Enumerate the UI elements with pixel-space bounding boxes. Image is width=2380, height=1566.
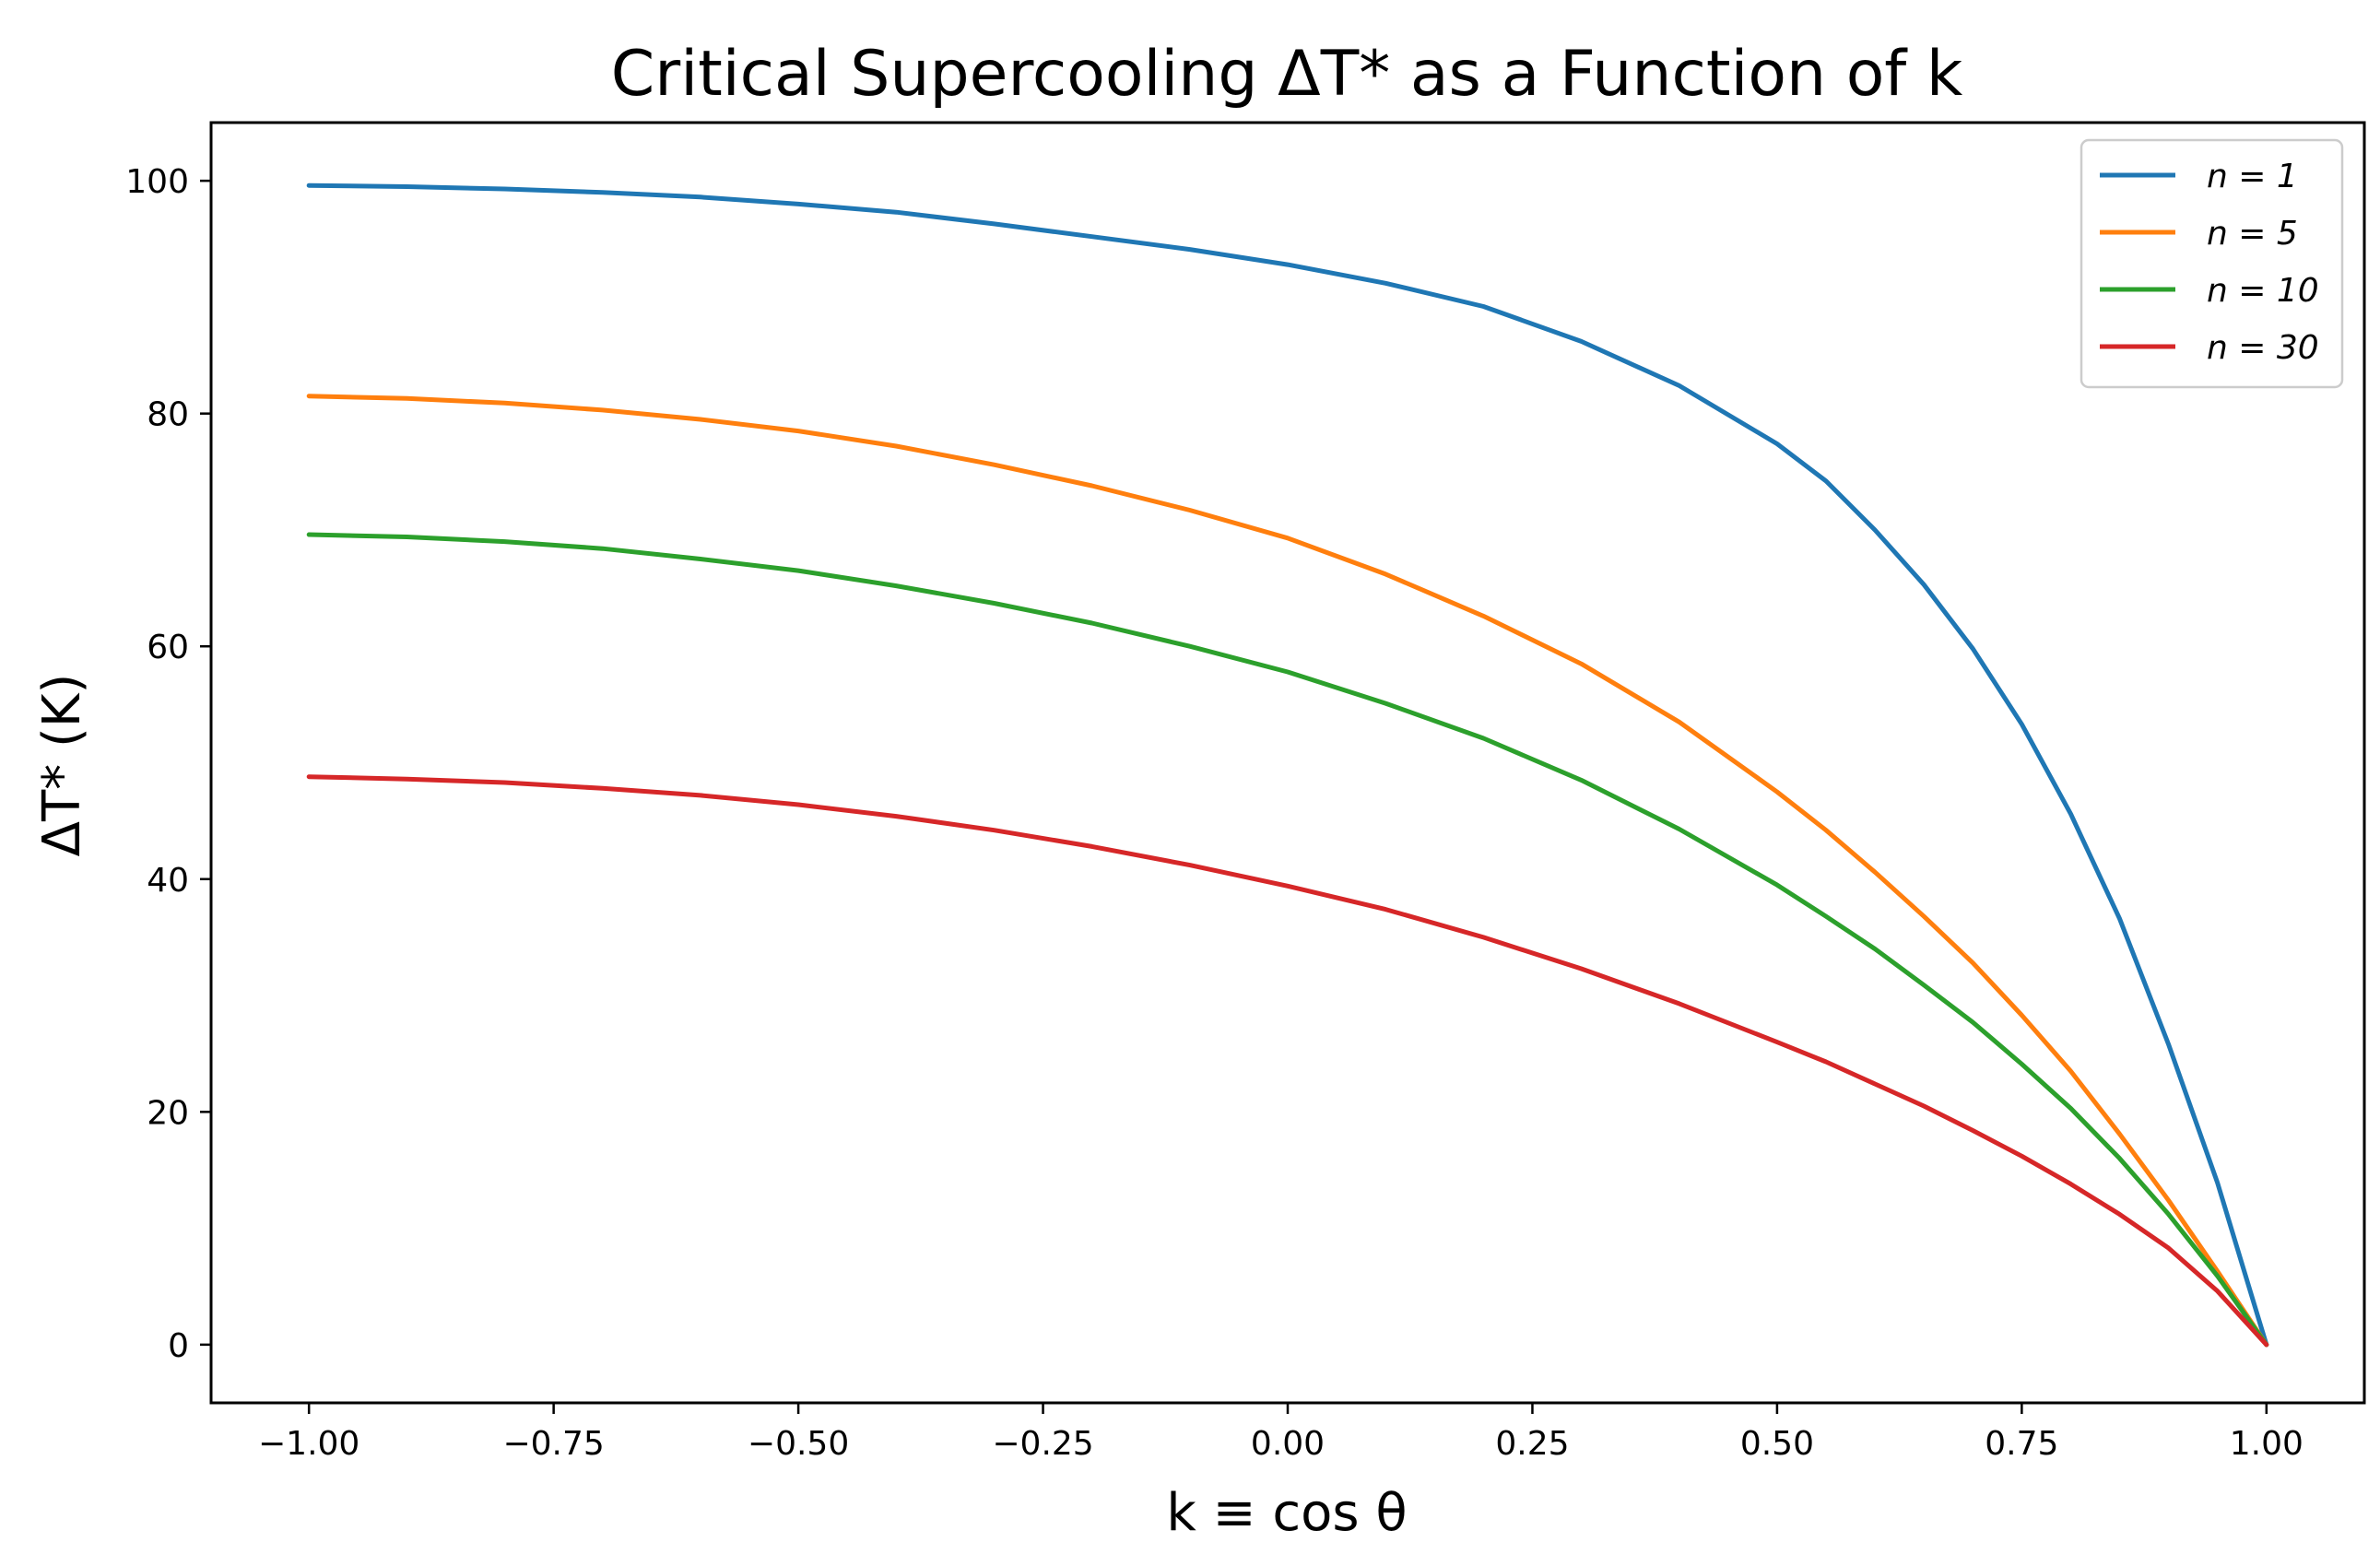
legend: n = 1 n = 5 n = 10 n = 30 <box>2080 138 2344 389</box>
y-tick-label: 100 <box>125 163 189 201</box>
x-tick-label: −0.25 <box>992 1425 1093 1463</box>
x-tick-label: −0.75 <box>502 1425 604 1463</box>
ticks: −1.00 −0.75 −0.50 −0.25 0.00 0.25 0.50 0.75 1.00… <box>125 163 2303 1463</box>
y-axis-label: ΔT* (K) <box>32 674 92 857</box>
legend-label: n = 1 <box>2207 158 2298 195</box>
x-tick-label: −0.50 <box>748 1425 849 1463</box>
x-tick-label: −1.00 <box>258 1425 359 1463</box>
y-tick-label: 80 <box>147 396 189 434</box>
x-tick-label: 0.25 <box>1495 1425 1569 1463</box>
x-tick-label: 1.00 <box>2230 1425 2303 1463</box>
legend-label: n = 30 <box>2207 329 2319 367</box>
chart-title: Critical Supercooling ΔT* as a Function … <box>611 38 1963 111</box>
y-tick-label: 20 <box>147 1094 189 1132</box>
y-tick-label: 40 <box>147 862 189 900</box>
legend-box <box>2080 138 2344 389</box>
x-tick-label: 0.00 <box>1251 1425 1325 1463</box>
series-layer <box>306 183 2269 1348</box>
y-tick-label: 0 <box>168 1327 189 1365</box>
x-tick-label: 0.75 <box>1985 1425 2058 1463</box>
y-tick-label: 60 <box>147 629 189 666</box>
x-axis-label: k ≡ cos θ <box>1166 1483 1407 1543</box>
series-line-1 <box>306 183 2269 1348</box>
series-line-3 <box>306 532 2269 1348</box>
legend-label: n = 5 <box>2207 215 2298 253</box>
legend-label: n = 10 <box>2207 272 2319 310</box>
series-line-4 <box>306 774 2269 1348</box>
x-tick-label: 0.50 <box>1740 1425 1814 1463</box>
series-line-2 <box>306 394 2269 1348</box>
